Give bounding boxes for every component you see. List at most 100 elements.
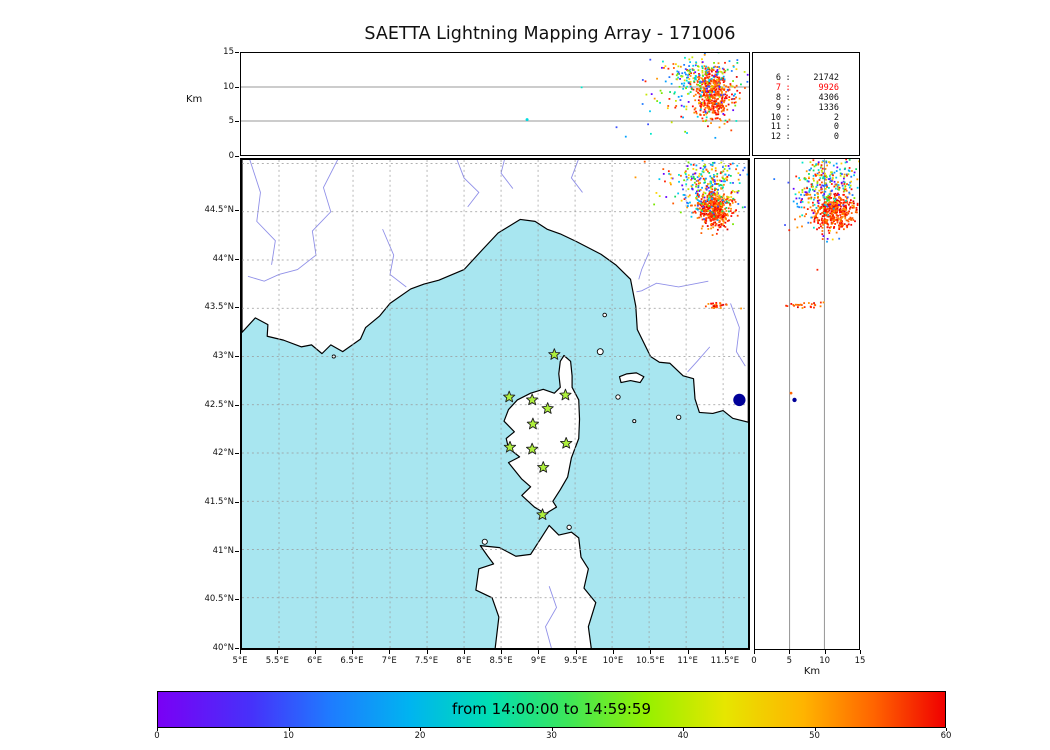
station-count-colon: :: [785, 92, 791, 103]
altitude-tick-label: 15: [223, 47, 234, 57]
tick-mark: [235, 210, 239, 212]
station-count-level: 7: [775, 82, 781, 93]
station-count-colon: :: [785, 102, 791, 113]
rivers: [247, 160, 746, 648]
station-star-icon: [559, 388, 572, 401]
tick-mark: [235, 86, 239, 88]
station-star-icon: [526, 417, 540, 430]
tick-mark: [314, 650, 316, 654]
tick-mark: [235, 648, 239, 649]
station-count-colon: :: [785, 132, 791, 143]
tick-mark: [235, 121, 239, 123]
tick-mark: [860, 650, 861, 654]
lon-tick-label: 5.5°E: [265, 656, 289, 666]
lon-tick-label: 6°E: [307, 656, 323, 666]
tick-mark: [235, 550, 239, 552]
lon-tick-label: 7.5°E: [414, 656, 439, 666]
altitude-latitude-panel: [754, 158, 860, 650]
lma-stations: [503, 348, 573, 520]
lat-tick-label: 43°N: [212, 351, 234, 362]
tick-mark: [824, 650, 826, 654]
lon-tick-label: 6.5°E: [340, 656, 364, 666]
lat-tick-label: 42°N: [212, 448, 234, 459]
station-star-icon: [526, 393, 539, 406]
altitude-latitude-plot: [773, 159, 859, 649]
time-colorbar: from 14:00:00 to 14:59:59: [157, 691, 946, 728]
station-star-icon: [503, 440, 517, 453]
lat-tick-label: 42.5°N: [204, 399, 234, 410]
lat-tick-label: 41.5°N: [204, 497, 234, 508]
station-count-row: 10: 2: [767, 112, 859, 124]
station-count-level: 10: [770, 112, 781, 123]
tick-mark: [501, 650, 503, 654]
tick-mark: [235, 502, 239, 504]
lon-tick-label: 9.5°E: [564, 656, 588, 666]
top-panel-ylabel: Km: [186, 94, 203, 105]
station-count-value: 1336: [818, 102, 839, 113]
tick-mark: [683, 728, 684, 731]
lat-tick-label: 41°N: [212, 545, 234, 556]
tick-mark: [463, 650, 465, 654]
tick-mark: [650, 650, 652, 654]
altitude-tick-label: 0: [228, 151, 234, 161]
station-count-level: 11: [770, 122, 781, 133]
station-star-icon: [503, 390, 516, 403]
tick-mark: [538, 650, 540, 654]
station-count-row: 6: 21742: [767, 73, 859, 84]
station-count-row: 12: 0: [767, 132, 859, 143]
colorbar-tick-label: 50: [809, 731, 820, 741]
lightning-scatter: [634, 160, 748, 407]
tick-mark: [240, 650, 241, 654]
lightning-point: [733, 393, 746, 407]
geographic-map: [242, 160, 748, 648]
altitude-tick-label: 0: [751, 656, 757, 666]
lon-tick-label: 10°E: [602, 656, 624, 666]
lat-tick-label: 44°N: [212, 253, 234, 264]
tick-mark: [613, 650, 614, 654]
station-count-value: 0: [833, 132, 839, 143]
lightning-point: [789, 391, 793, 395]
tick-mark: [235, 453, 239, 455]
station-star-icon: [537, 461, 550, 473]
station-count-value: 2: [833, 112, 839, 123]
tick-mark: [551, 728, 553, 731]
tick-mark: [420, 728, 421, 731]
lon-tick-label: 8.5°E: [489, 656, 513, 666]
station-count-value: 4306: [818, 92, 839, 103]
altitude-tick-label: 5: [786, 656, 793, 666]
tick-mark: [754, 650, 755, 654]
lon-tick-label: 9°E: [530, 656, 546, 666]
right-panel-xlabel: Km: [803, 666, 821, 677]
tick-mark: [235, 156, 239, 157]
colorbar-tick-label: 60: [940, 731, 952, 741]
map-gridlines: [242, 160, 748, 648]
altitude-longitude-plot: [241, 53, 749, 139]
lightning-scatter: [773, 159, 859, 403]
lightning-scatter: [525, 53, 749, 139]
coastline-land: [242, 160, 748, 648]
station-count-colon: :: [785, 112, 791, 123]
station-count-level: 6: [775, 73, 781, 83]
lon-tick-label: 5°E: [232, 656, 248, 666]
station-count-colon: :: [785, 73, 791, 83]
station-star-icon: [526, 442, 539, 455]
altitude-tick-label: 5: [228, 116, 234, 127]
tick-mark: [946, 728, 947, 731]
tick-mark: [157, 728, 158, 731]
altitude-tick-label: 10: [223, 81, 234, 92]
tick-mark: [235, 599, 239, 601]
station-count-level: 9: [775, 102, 781, 113]
lon-tick-label: 8°E: [456, 656, 472, 666]
tick-mark: [814, 728, 816, 731]
lon-tick-label: 11°E: [677, 656, 698, 666]
tick-mark: [724, 650, 726, 654]
figure-title: SAETTA Lightning Mapping Array - 171006: [364, 24, 736, 44]
lat-tick-label: 40°N: [212, 643, 234, 653]
tick-mark: [288, 728, 290, 731]
station-count-value: 21742: [813, 73, 839, 83]
lon-tick-label: 10.5°E: [636, 656, 665, 666]
altitude-tick-label: 15: [854, 656, 866, 666]
tick-mark: [351, 650, 353, 654]
station-count-value: 0: [833, 122, 839, 133]
